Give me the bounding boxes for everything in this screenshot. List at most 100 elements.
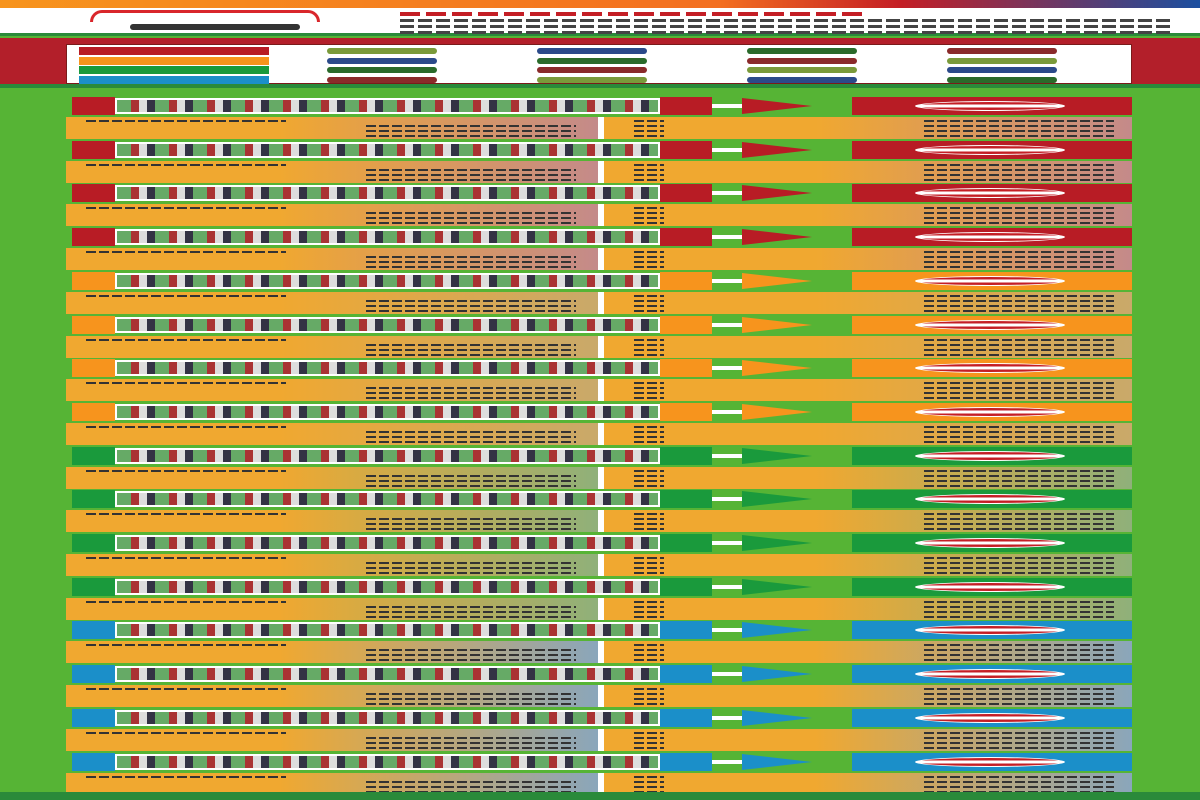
team-detail-row (0, 641, 1200, 664)
team-photo (115, 622, 660, 639)
info-text-line (366, 430, 576, 433)
info-text-line (924, 387, 1114, 390)
info-label (634, 605, 664, 608)
info-text-line (924, 688, 1114, 691)
info-label (634, 212, 664, 215)
group-color-block (72, 402, 115, 421)
info-label (634, 425, 664, 428)
team-info-left (66, 728, 598, 751)
info-text-line (924, 135, 1114, 137)
info-text-line (86, 688, 286, 691)
info-text-line (366, 266, 576, 269)
team-photo-row (0, 402, 1200, 421)
info-text-line (924, 469, 1114, 472)
info-text-line (86, 294, 286, 297)
info-text-line (366, 173, 576, 176)
info-label (634, 256, 664, 259)
info-label (634, 173, 664, 176)
info-label (634, 523, 664, 526)
team-info-right (604, 248, 1132, 271)
arrow-icon (712, 447, 812, 464)
info-text-line (366, 178, 576, 181)
arrow-head (742, 447, 812, 464)
group-color-block (72, 577, 115, 596)
info-text-line (366, 304, 576, 307)
info-text-line (86, 600, 286, 603)
info-label (634, 688, 664, 691)
info-text-line (924, 484, 1114, 487)
info-text-line (924, 397, 1114, 400)
info-label (634, 703, 664, 706)
arrow-head (742, 666, 812, 683)
team-detail-row (0, 422, 1200, 445)
arrow-head (742, 272, 812, 289)
info-text-line (924, 659, 1114, 662)
info-label (634, 168, 664, 171)
legend-team-logo (947, 48, 1057, 54)
team-flag-icon (915, 450, 1065, 461)
team-photo-row (0, 665, 1200, 684)
group-color-block (72, 97, 115, 115)
info-label (634, 440, 664, 443)
info-label (634, 474, 664, 477)
info-text-line (366, 610, 576, 613)
team-photo (115, 185, 660, 202)
info-label (634, 125, 664, 127)
info-text-line (366, 698, 576, 701)
info-label (634, 343, 664, 346)
arrow-icon (712, 753, 812, 770)
legend-team-logo (537, 48, 647, 54)
info-text-line (366, 528, 576, 531)
legend-team-logo (327, 57, 437, 64)
team-info-left (66, 379, 598, 402)
team-photo-row (0, 446, 1200, 465)
info-label (634, 130, 664, 132)
team-detail-row (0, 466, 1200, 489)
info-label (634, 135, 664, 137)
info-label (634, 178, 664, 181)
divider (598, 248, 604, 271)
arrow-shaft (712, 628, 752, 633)
team-detail-row (0, 728, 1200, 751)
team-detail-row (0, 554, 1200, 576)
info-text-line (924, 513, 1114, 516)
arrow-icon (712, 272, 812, 289)
info-text-line (924, 693, 1114, 696)
team-info-left (66, 204, 598, 227)
info-text-line (86, 469, 286, 472)
arrow-shaft (712, 322, 752, 327)
info-label (634, 775, 664, 778)
info-label (634, 518, 664, 521)
arrow-icon (712, 535, 812, 551)
info-text-line (366, 256, 576, 259)
team-photo-row (0, 534, 1200, 552)
group-legend (0, 38, 1200, 88)
legend-team-logo (537, 76, 647, 83)
info-text-line (924, 125, 1114, 127)
team-photo (115, 360, 660, 377)
info-label (634, 392, 664, 395)
info-text-line (86, 251, 286, 254)
legend-team-logo (947, 67, 1057, 73)
divider (598, 204, 604, 227)
team-photo (115, 491, 660, 508)
legend-group-2 (79, 56, 269, 65)
team-photo (115, 272, 660, 289)
group-color-block (72, 665, 115, 684)
group-color-block (72, 621, 115, 640)
team-flag-icon (915, 538, 1065, 548)
divider (598, 685, 604, 708)
team-photo-row (0, 752, 1200, 771)
info-text-line (86, 120, 286, 122)
info-text-line (366, 741, 576, 744)
arrow-head (742, 360, 812, 377)
info-label (634, 348, 664, 351)
arrow-icon (712, 229, 812, 246)
info-text-line (924, 518, 1114, 521)
divider (598, 379, 604, 402)
info-text-line (86, 382, 286, 385)
legend-table (66, 44, 1132, 84)
info-label (634, 251, 664, 254)
info-text-line (366, 605, 576, 608)
info-label (634, 294, 664, 297)
